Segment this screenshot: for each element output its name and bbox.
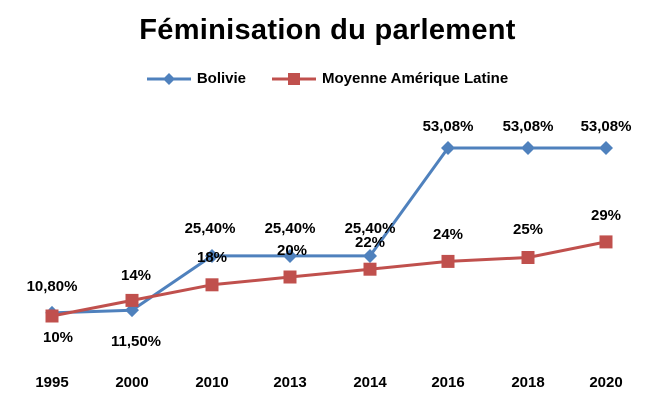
legend-swatch-square-icon xyxy=(272,72,317,85)
data-label-moyenne: 29% xyxy=(591,207,621,224)
data-point-moyenne xyxy=(45,309,59,323)
data-label-bolivie: 53,08% xyxy=(581,118,632,135)
data-label-bolivie: 53,08% xyxy=(503,118,554,135)
x-tick-label: 2013 xyxy=(273,374,306,391)
data-point-bolivie xyxy=(205,248,219,263)
legend-item-bolivie: Bolivie xyxy=(146,70,247,87)
legend-label-moyenne: Moyenne Amérique Latine xyxy=(322,70,509,87)
chart-title: Féminisation du parlement xyxy=(139,14,516,46)
data-label-bolivie: 11,50% xyxy=(111,333,161,350)
data-label-bolivie: 25,40% xyxy=(265,220,316,237)
data-label-moyenne: 14% xyxy=(121,267,151,284)
data-label-moyenne: 10% xyxy=(43,329,73,346)
data-point-bolivie xyxy=(363,248,377,263)
legend: Bolivie Moyenne Amérique Latine xyxy=(0,70,655,87)
data-point-moyenne xyxy=(599,235,613,249)
x-tick-label: 2000 xyxy=(115,374,148,391)
data-point-moyenne xyxy=(441,254,455,268)
data-label-moyenne: 25% xyxy=(513,221,543,238)
data-point-moyenne xyxy=(363,262,377,276)
x-tick-label: 2018 xyxy=(511,374,544,391)
legend-label-bolivie: Bolivie xyxy=(196,70,247,87)
data-point-bolivie xyxy=(441,141,455,155)
data-point-bolivie xyxy=(599,141,613,155)
data-label-bolivie: 25,40% xyxy=(185,220,236,237)
series-line-moyenne xyxy=(51,240,607,318)
legend-swatch-diamond-icon xyxy=(146,72,191,85)
data-point-moyenne xyxy=(125,293,139,307)
legend-item-moyenne: Moyenne Amérique Latine xyxy=(272,70,508,87)
x-tick-label: 1995 xyxy=(35,374,68,391)
data-point-moyenne xyxy=(521,251,535,265)
data-label-moyenne: 22% xyxy=(355,234,385,251)
data-label-moyenne: 20% xyxy=(277,242,307,259)
data-label-bolivie: 25,40% xyxy=(345,220,396,237)
data-point-bolivie xyxy=(283,248,297,263)
data-label-moyenne: 24% xyxy=(433,226,463,243)
x-tick-label: 2016 xyxy=(431,374,464,391)
x-tick-label: 2010 xyxy=(195,374,228,391)
data-point-bolivie xyxy=(521,141,535,155)
data-label-bolivie: 10,80% xyxy=(27,278,78,295)
data-label-moyenne: 18% xyxy=(197,249,227,266)
data-label-bolivie: 53,08% xyxy=(423,118,474,135)
series-line-bolivie xyxy=(51,146,606,315)
x-tick-label: 2020 xyxy=(589,374,622,391)
data-point-moyenne xyxy=(283,270,297,284)
x-tick-label: 2014 xyxy=(353,374,387,391)
data-point-moyenne xyxy=(205,278,219,292)
